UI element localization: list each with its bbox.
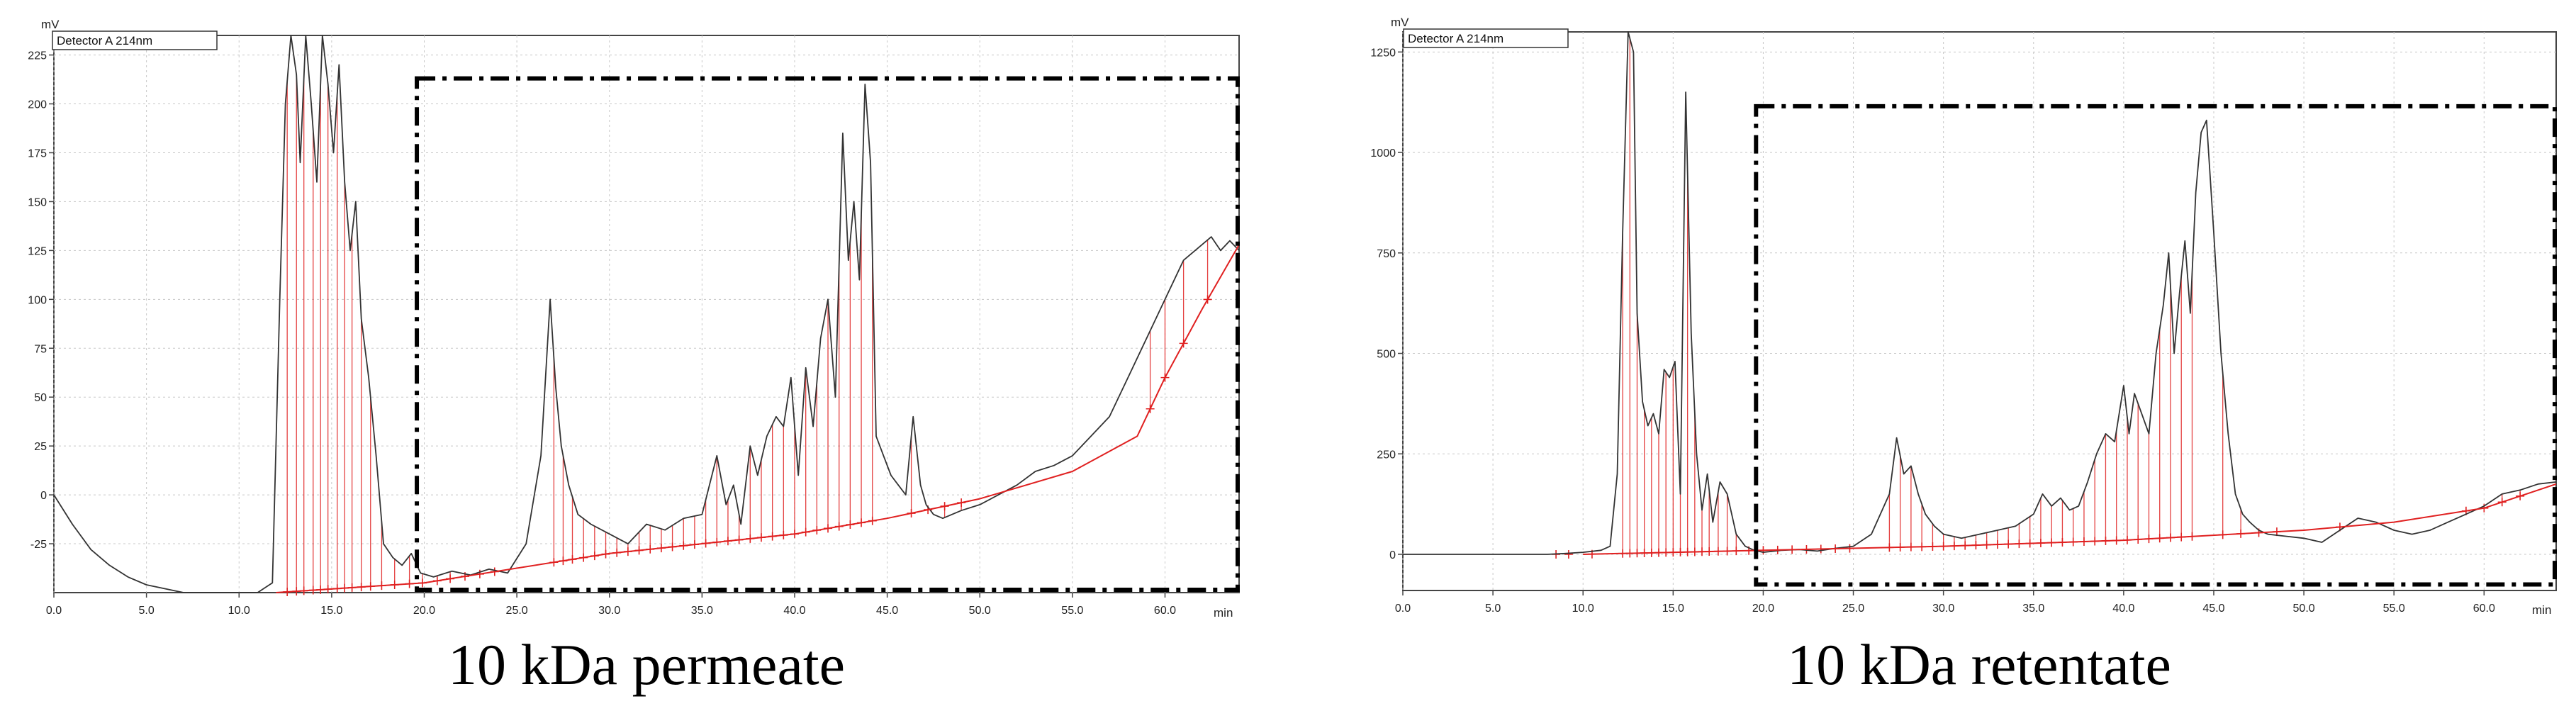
selection-box <box>1754 103 2557 587</box>
x-tick-label: 20.0 <box>1752 603 1774 615</box>
x-tick-label: 5.0 <box>1485 603 1501 615</box>
y-tick-label: 225 <box>28 50 47 62</box>
caption-retentate: 10 kDa retentate <box>1787 632 2171 697</box>
caption-permeate: 10 kDa permeate <box>448 632 845 697</box>
x-tick-label: 10.0 <box>228 605 250 617</box>
x-tick-label: 35.0 <box>691 605 713 617</box>
x-tick-label: 45.0 <box>2202 603 2224 615</box>
baseline-line <box>1583 483 2557 555</box>
selection-rectangle <box>1754 103 2557 587</box>
y-tick-label: 75 <box>34 343 47 355</box>
x-tick-label: 40.0 <box>2112 603 2134 615</box>
x-tick-label: 45.0 <box>876 605 898 617</box>
detector-label-box <box>52 30 218 50</box>
y-tick-label: 1250 <box>1370 47 1396 59</box>
series-group <box>1403 31 2557 555</box>
selection-rectangle <box>415 76 1240 592</box>
detector-label-box <box>1403 28 1569 48</box>
chromatogram-line <box>53 35 1240 593</box>
x-tick-label: 50.0 <box>969 605 991 617</box>
y-tick-label: 100 <box>28 294 47 306</box>
x-tick-label: 55.0 <box>1061 605 1083 617</box>
x-tick-label: 30.0 <box>1932 603 1954 615</box>
x-tick-label: 10.0 <box>1572 603 1594 615</box>
y-tick-label: 175 <box>28 147 47 159</box>
baseline-line <box>276 244 1240 593</box>
plot-area <box>1402 31 2557 591</box>
series-group <box>53 35 1240 593</box>
peak-marker-lines <box>283 74 1212 596</box>
peak-marker <box>1564 549 1573 559</box>
x-tick-label: 0.0 <box>46 605 62 617</box>
x-tick-label: 35.0 <box>2022 603 2044 615</box>
x-tick-label: 15.0 <box>320 605 342 617</box>
x-tick-label: 40.0 <box>783 605 805 617</box>
x-tick-label: 0.0 <box>1395 603 1411 615</box>
y-tick-label: 125 <box>28 245 47 257</box>
plot-area <box>53 35 1240 593</box>
x-unit-label: min <box>2532 603 2551 617</box>
y-tick-label: 750 <box>1377 248 1396 260</box>
x-tick-label: 25.0 <box>506 605 528 617</box>
y-tick-label: 1000 <box>1370 147 1396 159</box>
y-tick-label: 25 <box>34 441 47 453</box>
x-tick-label: 15.0 <box>1662 603 1684 615</box>
x-tick-label: 60.0 <box>1154 605 1176 617</box>
y-tick-label: 0 <box>40 490 47 502</box>
detector-label: Detector A 214nm <box>1408 32 1503 45</box>
grid <box>1402 32 2556 590</box>
detector-label: Detector A 214nm <box>57 34 152 47</box>
x-tick-label: 5.0 <box>139 605 155 617</box>
chromatogram-permeate: 0.0 5.0 10.0 15.0 20.0 25.0 30.0 35.0 40.0 45.0 50… <box>28 18 1240 697</box>
y-tick-label: 500 <box>1377 349 1396 361</box>
x-tick-label: 50.0 <box>2293 603 2315 615</box>
y-tick-label: 200 <box>28 99 47 111</box>
y-tick-label: 50 <box>34 392 47 404</box>
x-tick-label: 30.0 <box>598 605 620 617</box>
y-tick-label: 0 <box>1389 549 1396 561</box>
axis-ticks: 0.0 5.0 10.0 15.0 20.0 25.0 30.0 35.0 40.0 45.0 50… <box>28 50 1176 617</box>
y-unit-label: mV <box>1391 16 1409 29</box>
axis-ticks: 0.0 5.0 10.0 15.0 20.0 25.0 30.0 35.0 40.0 45.0 50… <box>1370 47 2495 615</box>
y-tick-label: 250 <box>1377 449 1396 461</box>
x-tick-label: 20.0 <box>413 605 435 617</box>
y-tick-label: -25 <box>30 539 47 551</box>
x-tick-label: 60.0 <box>2473 603 2495 615</box>
chromatogram-retentate: 0.0 5.0 10.0 15.0 20.0 25.0 30.0 35.0 40.0 45.0 50… <box>1370 16 2557 697</box>
x-tick-label: 25.0 <box>1842 603 1864 615</box>
x-unit-label: min <box>1214 606 1233 620</box>
y-tick-label: 150 <box>28 196 47 208</box>
x-tick-label: 55.0 <box>2383 603 2405 615</box>
grid <box>53 35 1239 593</box>
y-unit-label: mV <box>41 18 60 31</box>
selection-box <box>415 76 1240 592</box>
